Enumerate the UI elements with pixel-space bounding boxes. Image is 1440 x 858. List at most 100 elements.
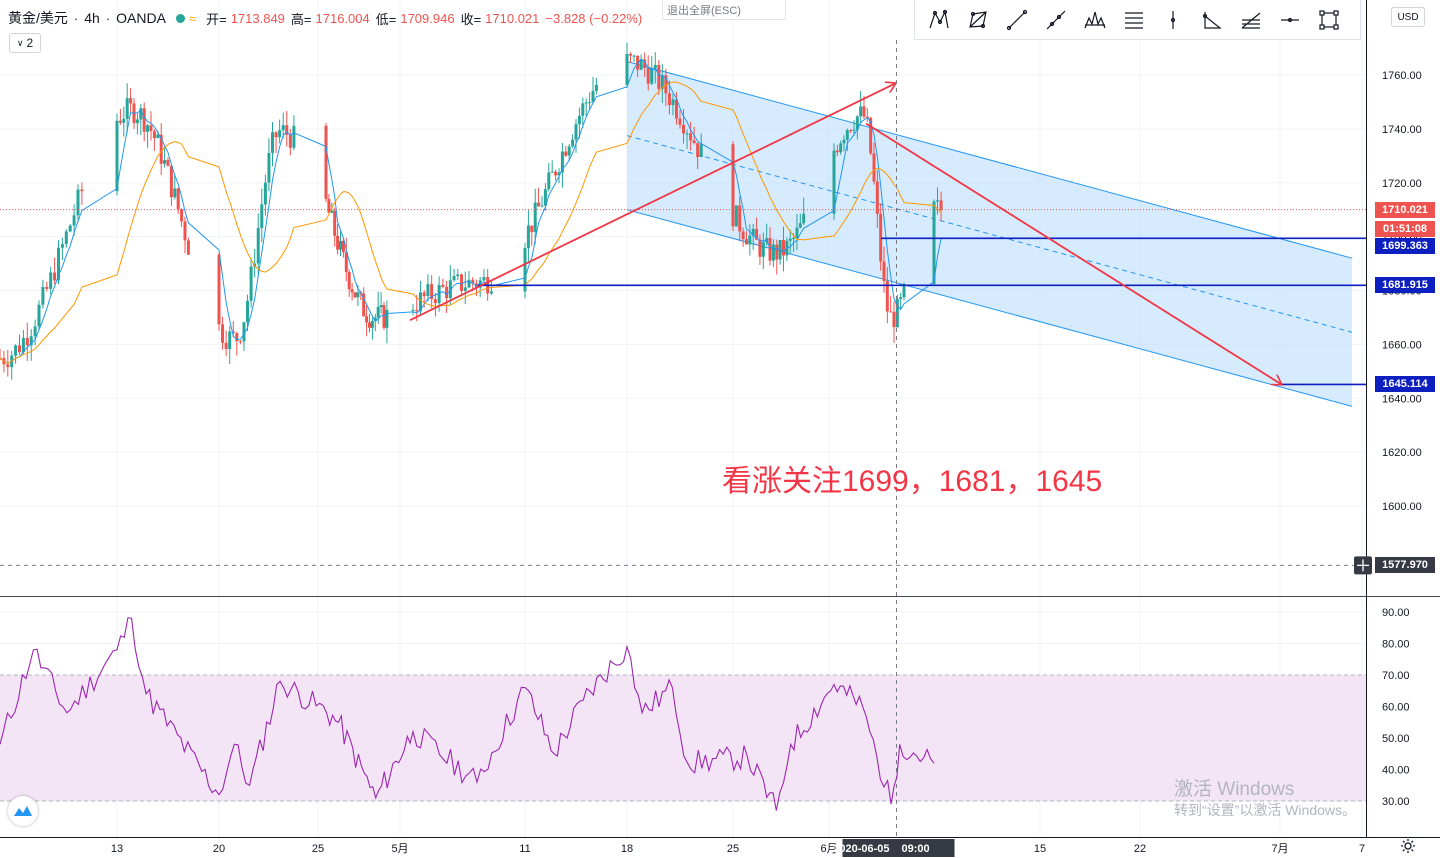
candle-body: [761, 242, 765, 257]
candle-body: [899, 297, 903, 299]
fib-retracement-icon[interactable]: [1119, 5, 1149, 35]
time-tick-label: 13: [111, 843, 123, 855]
studies-toggle-button[interactable]: ∨ 2: [9, 33, 41, 53]
trend-line-icon[interactable]: [1002, 5, 1032, 35]
candle-body: [765, 238, 769, 243]
time-tick-label: 18: [621, 843, 633, 855]
candle-body: [855, 116, 859, 130]
candle-body: [667, 93, 671, 106]
candle-body: [60, 244, 64, 248]
ma-line-20: [0, 81, 942, 364]
candle-body: [526, 225, 530, 248]
candle-body: [33, 326, 37, 337]
candle-body: [460, 274, 464, 291]
candle-body: [768, 238, 772, 261]
low-label: 低=: [375, 11, 397, 27]
price-tick-label: 1660.00: [1382, 339, 1422, 351]
horizontal-line-icon[interactable]: [1275, 5, 1305, 35]
candle-body: [872, 153, 876, 182]
candle-body: [267, 152, 271, 183]
candle-body: [692, 140, 696, 144]
candle-body: [256, 228, 260, 264]
candle-body: [932, 201, 936, 284]
candle-body: [671, 99, 675, 106]
candle-body: [557, 172, 561, 176]
candle-body: [217, 254, 221, 325]
candle-body: [347, 271, 351, 290]
candle-body: [788, 238, 792, 241]
head-shoulders-icon[interactable]: [1080, 5, 1110, 35]
interval[interactable]: 4h: [84, 10, 100, 26]
rsi-band-fill: [0, 675, 1366, 801]
candle-body: [456, 274, 460, 277]
abcd-pattern-icon[interactable]: [1197, 5, 1227, 35]
candle-body: [471, 279, 475, 284]
candle-body: [238, 341, 242, 343]
open-value: 1713.849: [230, 10, 285, 26]
candle-body: [333, 210, 337, 236]
tradingview-logo-icon[interactable]: [8, 796, 38, 826]
time-tick-label: 20: [213, 843, 225, 855]
candle-body: [231, 331, 235, 334]
candle-body: [146, 125, 150, 132]
candle-body: [859, 106, 863, 117]
xabcd-pattern-icon[interactable]: [924, 5, 954, 35]
candle-body: [738, 205, 742, 232]
candle-body: [125, 98, 129, 119]
candle-body: [674, 99, 678, 119]
candle-body: [892, 311, 896, 328]
candle-body: [235, 333, 239, 342]
candle-body: [650, 68, 654, 84]
cypher-pattern-icon[interactable]: [963, 5, 993, 35]
candle-body: [242, 322, 246, 342]
candle-body: [533, 202, 537, 233]
high-label: 高=: [290, 11, 312, 27]
candle-body: [37, 304, 41, 327]
time-tick-label: 15: [1034, 843, 1046, 855]
candle-body: [72, 215, 76, 226]
candle-body: [260, 204, 264, 229]
vertical-line-icon[interactable]: [1158, 5, 1188, 35]
candle-body: [115, 120, 119, 192]
currency-button[interactable]: USD: [1391, 7, 1425, 27]
candle-body: [152, 131, 156, 139]
candle-body: [149, 125, 153, 132]
candle-body: [176, 188, 180, 210]
time-tick-label: 6月: [820, 843, 837, 855]
candle-body: [678, 118, 682, 125]
candle-body: [441, 284, 445, 287]
level-label-1699: 1699.363: [1375, 238, 1435, 254]
drawings: [0, 40, 1372, 838]
candle-body: [889, 311, 893, 313]
candle-body: [350, 289, 354, 293]
gear-icon[interactable]: [1400, 838, 1416, 854]
candle-body: [80, 189, 84, 192]
candle-body: [385, 309, 389, 328]
rsi-path: [0, 617, 935, 811]
candle-body: [339, 240, 342, 250]
candle-body: [356, 292, 360, 298]
candle-body: [292, 125, 296, 148]
time-tick-label: 5月: [391, 843, 408, 855]
candle-body: [632, 55, 636, 57]
price-tick-label: 1760.00: [1382, 70, 1422, 82]
symbol-name[interactable]: 黄金/美元: [8, 10, 68, 26]
candle-body: [330, 210, 334, 213]
time-tick-label: 22: [1134, 843, 1146, 855]
candle-body: [445, 286, 449, 299]
candle-body: [625, 53, 629, 85]
exit-fullscreen-button[interactable]: 退出全屏(ESC): [662, 0, 786, 20]
gann-fan-icon[interactable]: [1236, 5, 1266, 35]
ray-icon[interactable]: [1041, 5, 1071, 35]
rectangle-icon[interactable]: [1314, 5, 1344, 35]
annotation-text[interactable]: 看涨关注1699，1681，1645: [722, 465, 1103, 498]
candle-body: [685, 133, 689, 135]
candle-body: [430, 284, 434, 300]
candle-body: [14, 345, 18, 356]
candle-body: [581, 103, 585, 116]
candle-body: [875, 181, 879, 214]
candle-body: [782, 239, 785, 256]
price-tick-label: 1640.00: [1382, 393, 1422, 405]
candle-body: [433, 299, 437, 304]
